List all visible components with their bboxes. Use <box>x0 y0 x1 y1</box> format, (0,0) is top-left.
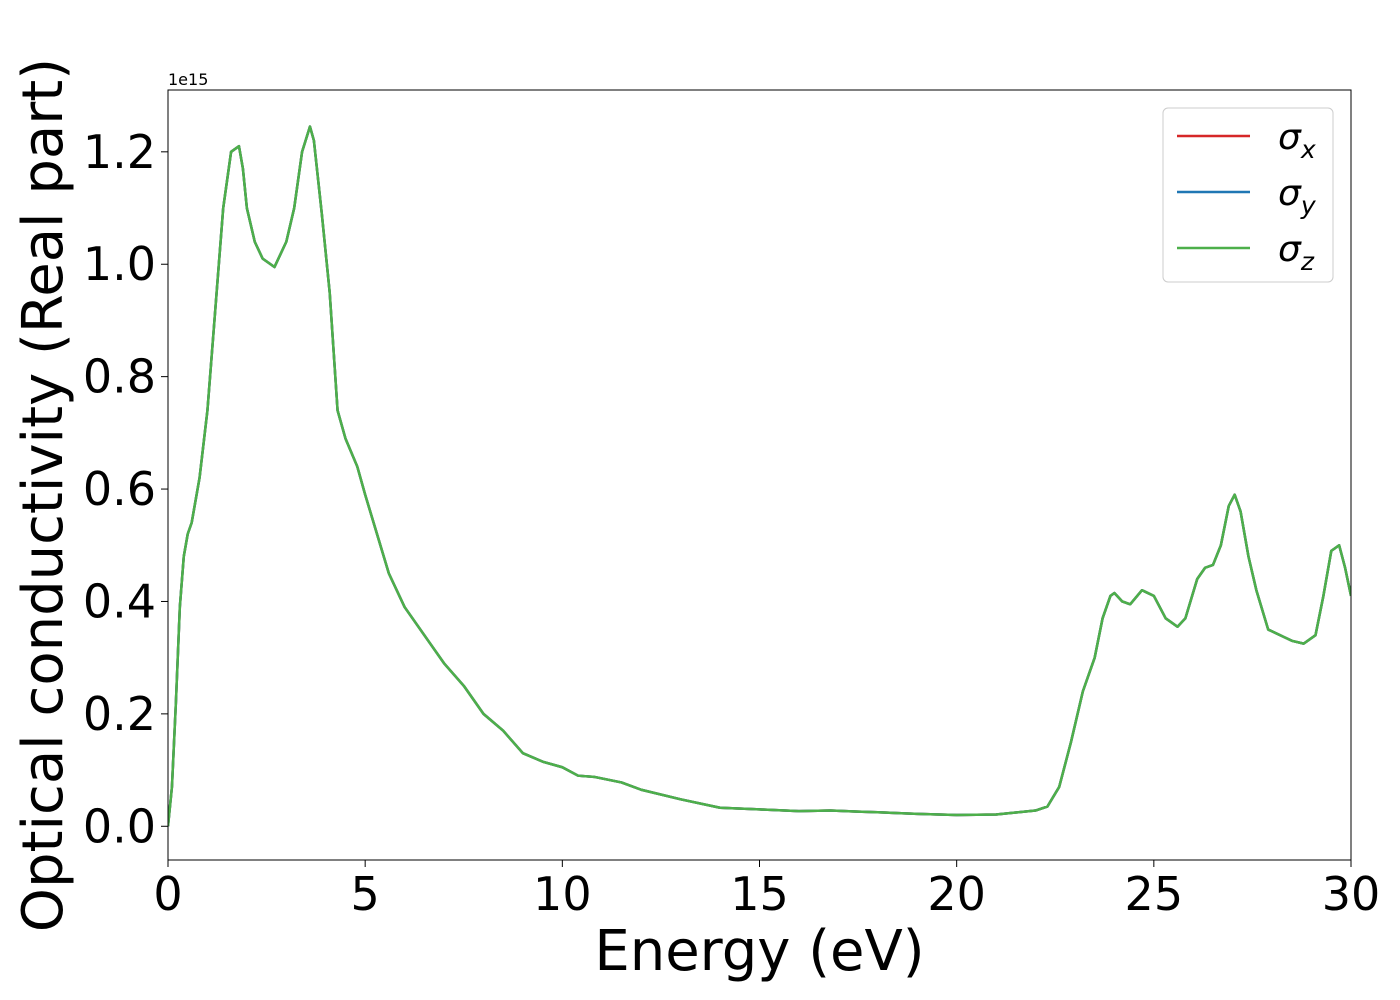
y-tick-label: 0.8 <box>83 350 156 404</box>
legend-box <box>1162 107 1334 283</box>
y-tick-label: 0.0 <box>83 799 156 853</box>
y-tick-label: 1.0 <box>83 237 156 291</box>
y-axis-ticks: 0.0 0.2 0.4 0.6 0.8 1.0 1.2 <box>83 125 168 853</box>
y-tick-label: 0.2 <box>83 687 156 741</box>
y-tick-label: 1.2 <box>83 125 156 179</box>
y-offset-text: 1e15 <box>168 70 208 89</box>
x-tick-label: 5 <box>351 867 380 921</box>
x-tick-label: 25 <box>1125 867 1184 921</box>
legend: σx σy σz <box>1162 107 1334 283</box>
legend-label: σx <box>1278 117 1316 164</box>
x-tick-label: 30 <box>1322 867 1381 921</box>
series-line-z <box>168 125 1351 827</box>
x-axis-label: Energy (eV) <box>594 919 924 984</box>
series-layer <box>168 125 1351 827</box>
x-axis-ticks: 0 5 10 15 20 25 30 <box>153 860 1380 921</box>
x-tick-label: 0 <box>153 867 182 921</box>
y-tick-label: 0.6 <box>83 462 156 516</box>
y-tick-label: 0.4 <box>83 574 156 628</box>
y-axis-label: Optical conductivity (Real part) <box>11 58 76 932</box>
legend-label: σz <box>1278 229 1315 276</box>
x-tick-label: 15 <box>730 867 789 921</box>
x-tick-label: 10 <box>533 867 592 921</box>
legend-label: σy <box>1278 173 1317 220</box>
x-tick-label: 20 <box>927 867 986 921</box>
